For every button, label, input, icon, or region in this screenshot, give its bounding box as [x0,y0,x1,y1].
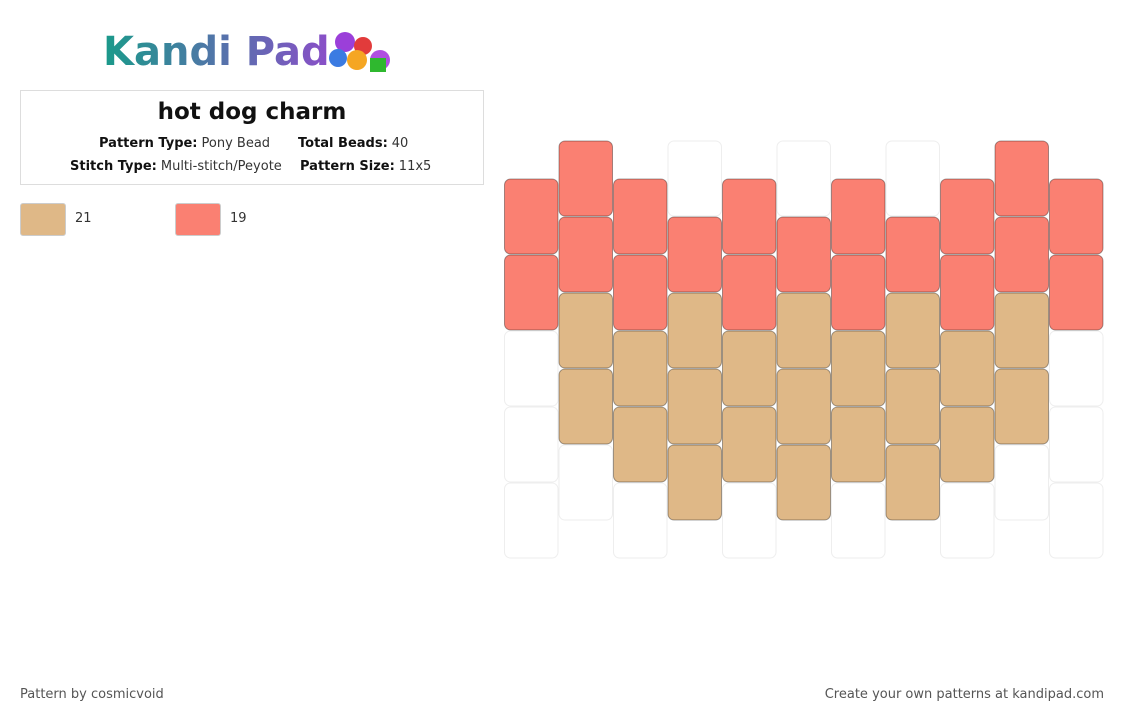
swatch [175,203,221,236]
bead [940,178,995,255]
bead [831,330,886,407]
bead [722,406,777,483]
bead [613,482,668,559]
field: Pattern Size: 11x5 [300,159,431,174]
swatch-count: 19 [230,211,247,226]
logo-text: Kandi Pad [103,29,330,75]
bead [940,482,995,559]
bead [504,178,559,255]
bead [504,330,559,407]
field-label: Stitch Type: [70,159,157,174]
field-label: Total Beads: [298,136,388,151]
bead [1049,254,1104,331]
bead [831,178,886,255]
bead [613,330,668,407]
bead [558,292,613,369]
bead [885,140,940,217]
bead [722,330,777,407]
title: hot dog charm [157,99,347,125]
bead [940,330,995,407]
bead [776,292,831,369]
bead [558,216,613,293]
bead [885,292,940,369]
bead [1049,482,1104,559]
bead [613,254,668,331]
bead [667,140,722,217]
bead [776,140,831,217]
field-value: 40 [391,136,409,151]
bead [667,292,722,369]
bead [831,482,886,559]
bead [776,368,831,445]
bead [994,140,1049,217]
bead [722,254,777,331]
bead [504,482,559,559]
bead [776,216,831,293]
field: Pattern Type: Pony Bead [99,136,270,151]
logo: Kandi Pad [103,29,390,75]
bead [613,406,668,483]
bead [504,406,559,483]
bead [667,444,722,521]
bead [504,254,559,331]
bead [940,406,995,483]
bead [722,482,777,559]
field: Total Beads: 40 [298,136,408,151]
info-box: hot dog charm Pattern Type: Pony Bead Tot… [20,90,484,185]
bead [667,216,722,293]
bead [776,444,831,521]
author: Pattern by cosmicvoid [20,687,164,702]
bead [613,178,668,255]
bead [1049,330,1104,407]
bead [994,444,1049,521]
field-label: Pattern Size: [300,159,395,174]
bead-grid [504,140,1104,559]
bead [1049,178,1104,255]
bead [994,292,1049,369]
bead [722,178,777,255]
bead [885,444,940,521]
bead [558,140,613,217]
field-value: Pony Bead [201,136,271,151]
bead [831,254,886,331]
bead [885,368,940,445]
bead [831,406,886,483]
swatch-count: 21 [75,211,92,226]
field: Stitch Type: Multi-stitch/Peyote [70,159,282,174]
swatch [20,203,66,236]
field-label: Pattern Type: [99,136,198,151]
bead [994,216,1049,293]
field-value: 11x5 [398,159,432,174]
field-value: Multi-stitch/Peyote [160,159,282,174]
bead [994,368,1049,445]
bead [667,368,722,445]
site-link: Create your own patterns at kandipad.com [824,687,1104,702]
bead [558,368,613,445]
bead [940,254,995,331]
bead [885,216,940,293]
bead [558,444,613,521]
bead [1049,406,1104,483]
